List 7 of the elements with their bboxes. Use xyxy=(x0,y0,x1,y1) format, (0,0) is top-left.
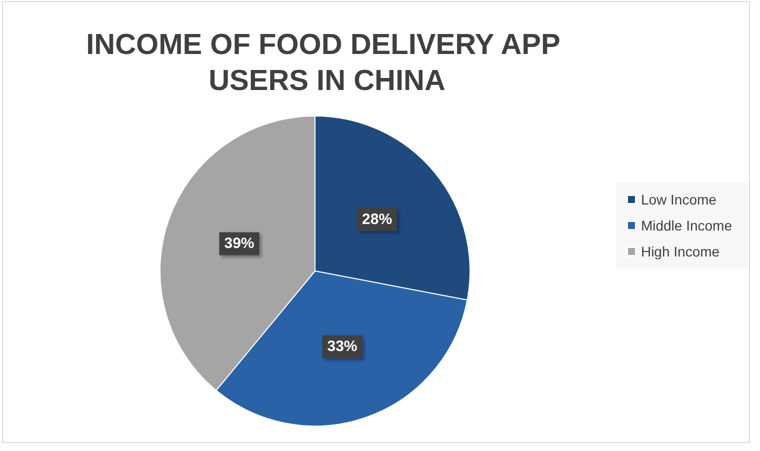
legend-label: Middle Income xyxy=(640,218,732,234)
data-label: 33% xyxy=(327,338,358,356)
legend-label: Low Income xyxy=(640,192,717,208)
data-label: 28% xyxy=(362,211,392,228)
legend-label: High Income xyxy=(640,244,720,260)
data-label: 39% xyxy=(224,235,254,252)
chart-title: INCOME OF FOOD DELIVERY APP USERS IN CHINA xyxy=(86,29,568,97)
